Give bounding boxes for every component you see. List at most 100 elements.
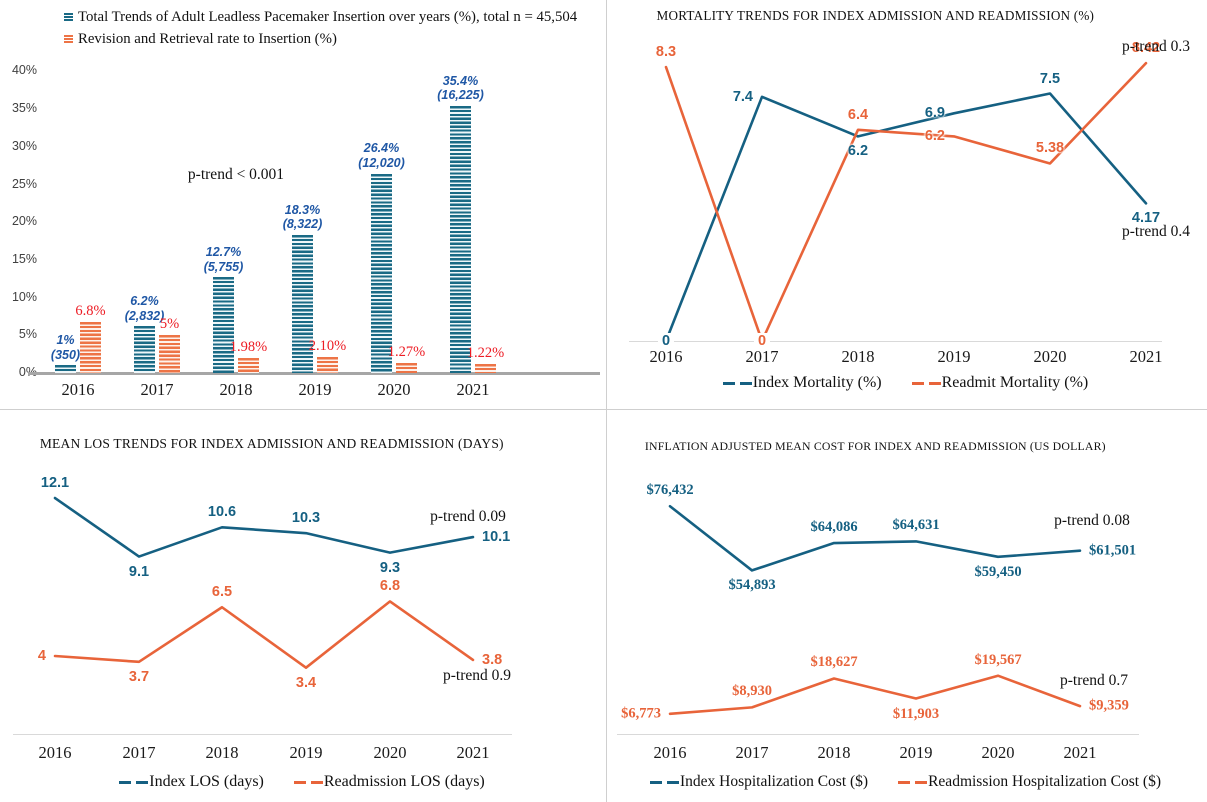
bar-value-count: (2,832)	[124, 308, 165, 323]
data-point-label: 6.2	[847, 143, 869, 160]
mortality-trends-line-chart: MORTALITY TRENDS FOR INDEX ADMISSION AND…	[604, 0, 1207, 409]
bar-value-count: (8,322)	[282, 217, 323, 232]
legend-dash-icon	[649, 780, 662, 784]
bar-value-percent: 1%	[56, 332, 75, 347]
bar-value-count: (5,755)	[203, 259, 244, 274]
legend-dash-marker-icon	[911, 381, 941, 385]
legend-dash-icon	[119, 780, 132, 784]
mortality-series-line	[664, 61, 1148, 343]
data-point-label: 3.7	[128, 668, 150, 685]
data-point-label: 0	[753, 333, 771, 349]
data-point-label: 8.42	[1131, 40, 1161, 57]
data-point-label: $54,893	[728, 577, 776, 594]
x-axis-line	[629, 341, 1162, 342]
chart-title-cost: INFLATION ADJUSTED MEAN COST FOR INDEX A…	[644, 439, 1106, 453]
legend-dash-icon	[310, 780, 323, 784]
bar-value-label: 1.22%	[466, 344, 505, 361]
legend-dash-icon	[898, 780, 911, 784]
y-axis-tick-label: 40%	[11, 63, 37, 78]
data-point-label: 6.5	[211, 584, 233, 601]
bar-value-percent: 6.2%	[130, 293, 159, 308]
legend-item: Readmission Hospitalization Cost ($)	[898, 773, 1161, 791]
chart-title-mortality: MORTALITY TRENDS FOR INDEX ADMISSION AND…	[656, 8, 1095, 23]
p-trend-annotation: p-trend 0.09	[430, 508, 506, 525]
chart-legend: Index Mortality (%) Readmit Mortality (%)	[604, 374, 1207, 392]
p-trend-annotation: p-trend < 0.001	[187, 166, 285, 183]
data-point-label: $59,450	[974, 563, 1022, 580]
bar	[317, 357, 338, 373]
x-axis-year-label: 2019	[937, 347, 971, 366]
bar-value-count: (12,020)	[358, 156, 405, 171]
bar	[238, 358, 259, 373]
los-trends-line-chart: MEAN LOS TRENDS FOR INDEX ADMISSION AND …	[0, 409, 604, 802]
data-point-label: 6.9	[924, 105, 945, 122]
x-axis-year-label: 2020	[981, 743, 1015, 762]
x-axis-year-label: 2019	[298, 380, 332, 399]
bar-value-label: 2.10%	[308, 338, 347, 355]
x-axis-year-label: 2016	[61, 380, 95, 399]
data-point-label: 7.4	[732, 88, 753, 105]
bar-value-percent: 35.4%	[442, 73, 479, 88]
legend-label-revision: Revision and Retrieval rate to Insertion…	[78, 31, 337, 47]
data-point-label: $18,627	[810, 654, 858, 671]
bar	[371, 173, 392, 373]
vertical-divider	[606, 0, 607, 802]
data-point-label: $76,432	[646, 482, 694, 499]
y-axis-tick-label: 10%	[11, 289, 37, 304]
los-series-line	[53, 496, 475, 558]
bar	[475, 363, 496, 373]
legend-dash-marker-icon	[898, 780, 928, 784]
legend-item-label: Readmission LOS (days)	[323, 773, 485, 790]
legend-item-label: Readmission Hospitalization Cost ($)	[928, 773, 1162, 790]
legend-dash-marker-icon	[722, 381, 752, 385]
x-axis-year-label: 2020	[377, 380, 411, 399]
data-point-label: 6.4	[847, 106, 869, 123]
x-axis-year-label: 2019	[289, 743, 323, 762]
data-point-label: 10.1	[482, 529, 511, 546]
legend-dash-icon	[722, 381, 735, 385]
x-axis-year-label: 2018	[219, 380, 253, 399]
bar	[55, 365, 76, 373]
bar-value-label: 1.27%	[387, 344, 426, 361]
x-axis-year-label: 2021	[1129, 347, 1163, 366]
bar	[292, 235, 313, 373]
cost-series-line	[668, 504, 1082, 572]
data-point-label: $61,501	[1089, 542, 1137, 559]
legend-dash-icon	[911, 381, 924, 385]
x-axis-year-label: 2017	[122, 743, 156, 762]
x-axis-year-label: 2016	[649, 347, 683, 366]
legend-item-label: Readmit Mortality (%)	[941, 374, 1089, 391]
legend-row-revision: Revision and Retrieval rate to Insertion…	[64, 31, 337, 48]
bar-value-label: 1% (350)	[51, 333, 80, 363]
data-point-label: 6.2	[924, 128, 945, 145]
chart-title-los: MEAN LOS TRENDS FOR INDEX ADMISSION AND …	[39, 436, 504, 451]
bar-value-label: 35.4% (16,225)	[437, 74, 484, 104]
bar-value-label: 6.2% (2,832)	[125, 294, 165, 324]
legend-dash-marker-icon	[293, 780, 323, 784]
x-axis-year-label: 2017	[745, 347, 779, 366]
bar-value-percent: 18.3%	[284, 202, 321, 217]
data-point-label: 9.3	[379, 559, 401, 576]
bar-value-label: 12.7% (5,755)	[204, 245, 244, 275]
p-trend-annotation: p-trend 0.7	[1059, 672, 1129, 689]
legend-dash-icon	[666, 780, 679, 784]
x-axis-line	[28, 372, 600, 375]
data-point-label: $64,086	[810, 519, 858, 536]
bar	[213, 277, 234, 373]
x-axis-year-label: 2016	[653, 743, 687, 762]
y-axis-tick-label: 5%	[18, 327, 37, 342]
data-point-label: 12.1	[40, 475, 70, 492]
data-point-label: 7.5	[1039, 70, 1061, 87]
bar-value-label: 6.8%	[75, 302, 106, 319]
legend-swatch-blue-icon	[64, 13, 73, 22]
y-axis-tick-label: 15%	[11, 251, 37, 266]
data-point-label: 6.8	[379, 578, 401, 595]
bar-value-count: (350)	[50, 347, 81, 362]
bar	[450, 106, 471, 373]
legend-label-insertion: Total Trends of Adult Leadless Pacemaker…	[78, 9, 578, 25]
legend-dash-marker-icon	[649, 780, 679, 784]
bar-value-label: 18.3% (8,322)	[283, 203, 323, 233]
legend-item-label: Index Mortality (%)	[752, 374, 882, 391]
bar	[159, 335, 180, 373]
x-axis-year-label: 2017	[140, 380, 174, 399]
